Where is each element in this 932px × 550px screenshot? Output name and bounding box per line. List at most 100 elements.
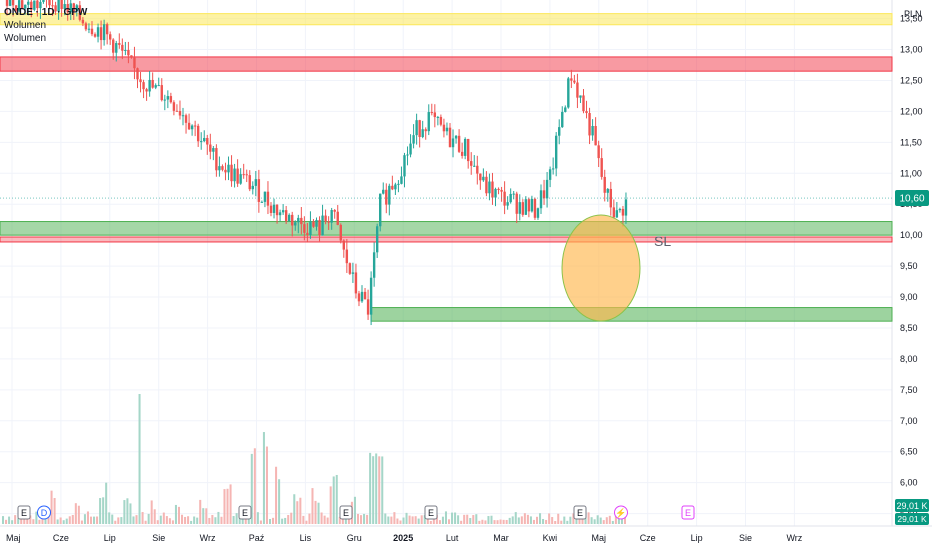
candle	[72, 3, 75, 12]
volume-bar	[460, 520, 463, 524]
volume-bar	[417, 518, 420, 524]
earnings-marker[interactable]	[17, 505, 31, 520]
candle	[579, 95, 582, 98]
volume-bar	[177, 506, 181, 524]
candle	[485, 176, 488, 194]
indicator-label-2[interactable]: Wolumen	[4, 33, 47, 44]
volume-bar	[181, 514, 184, 524]
volume-bar	[408, 515, 411, 524]
candle	[54, 5, 57, 12]
volume-badge-1[interactable]	[895, 499, 929, 512]
candle	[366, 299, 370, 315]
yellow-zone[interactable]	[0, 13, 893, 26]
candle	[272, 204, 276, 213]
candle	[333, 210, 336, 212]
candle	[591, 126, 594, 136]
x-tick-label: Wrz	[200, 533, 216, 543]
earnings-marker[interactable]	[424, 505, 438, 520]
volume-bar	[226, 488, 229, 524]
volume-bar	[317, 502, 320, 524]
candle	[99, 27, 103, 41]
volume-bar	[423, 515, 426, 524]
candle	[108, 34, 112, 40]
volume-bar	[23, 516, 26, 524]
x-tick-label: Sie	[739, 533, 752, 543]
volume-bar	[168, 518, 171, 524]
volume-bar	[14, 515, 17, 524]
symbol-title[interactable]: ONDE · 1D · GPW	[4, 7, 88, 18]
candle	[130, 55, 133, 58]
volume-bar	[341, 518, 344, 524]
volume-bar	[581, 517, 584, 524]
candle	[278, 212, 282, 216]
red-zone-upper[interactable]	[0, 56, 893, 72]
earnings-marker[interactable]	[573, 505, 587, 520]
volume-bar	[520, 516, 523, 524]
volume-bar	[481, 519, 484, 524]
candle	[551, 168, 555, 170]
candle	[193, 125, 197, 127]
green-zone-lower[interactable]	[370, 307, 893, 322]
volume-bar	[53, 498, 56, 524]
volume-bar	[287, 515, 290, 524]
candle	[69, 3, 72, 13]
candle	[300, 217, 303, 225]
volume-bar	[162, 512, 165, 524]
volume-bar	[174, 504, 177, 524]
last-price-badge[interactable]	[895, 190, 929, 207]
candle	[379, 193, 382, 227]
candle	[466, 138, 470, 162]
candle	[284, 210, 288, 222]
candle	[533, 198, 537, 218]
candle	[178, 111, 182, 116]
red-zone-lower[interactable]	[0, 236, 893, 243]
volume-bar	[372, 456, 375, 524]
volume-bar	[399, 520, 402, 524]
volume-bar	[602, 520, 605, 524]
volume-bar	[99, 498, 102, 524]
candle	[84, 23, 88, 30]
earnings-marker[interactable]	[339, 505, 353, 520]
volume-bar	[220, 516, 223, 524]
candle	[542, 190, 546, 199]
volume-bar	[93, 516, 96, 524]
volume-bar	[229, 484, 232, 524]
volume-bar	[80, 520, 83, 524]
candle	[203, 137, 206, 142]
candle	[102, 24, 106, 41]
candle	[476, 165, 479, 174]
green-zone-upper[interactable]	[0, 221, 893, 236]
candle	[500, 189, 503, 192]
volume-bar	[499, 519, 502, 524]
volume-bar	[232, 516, 235, 524]
candle	[354, 272, 358, 294]
volume-bar	[369, 452, 372, 524]
earnings-marker[interactable]	[238, 505, 252, 520]
volume-bar	[65, 518, 68, 524]
volume-bar	[296, 501, 299, 524]
candle	[400, 176, 403, 184]
volume-bar	[353, 496, 356, 524]
highlight-circle[interactable]	[561, 214, 641, 322]
candle	[112, 39, 115, 53]
split-marker[interactable]	[614, 505, 628, 520]
candle	[482, 176, 485, 181]
candle	[564, 107, 567, 112]
candle	[239, 174, 242, 184]
candle	[242, 174, 245, 176]
volume-bar	[211, 514, 214, 524]
volume-bar	[490, 515, 493, 524]
volume-bar	[623, 514, 626, 524]
candle	[430, 112, 433, 114]
dividend-marker[interactable]	[37, 505, 51, 520]
indicator-label-1[interactable]: Wolumen	[4, 20, 47, 31]
volume-badge-2[interactable]	[895, 513, 929, 525]
earnings-marker[interactable]	[681, 505, 695, 520]
volume-bar	[332, 476, 335, 524]
candle	[327, 221, 330, 223]
candle	[391, 185, 394, 190]
candle	[518, 202, 521, 214]
volume-bar	[278, 479, 281, 524]
y-tick-label: 13,00	[900, 45, 923, 55]
